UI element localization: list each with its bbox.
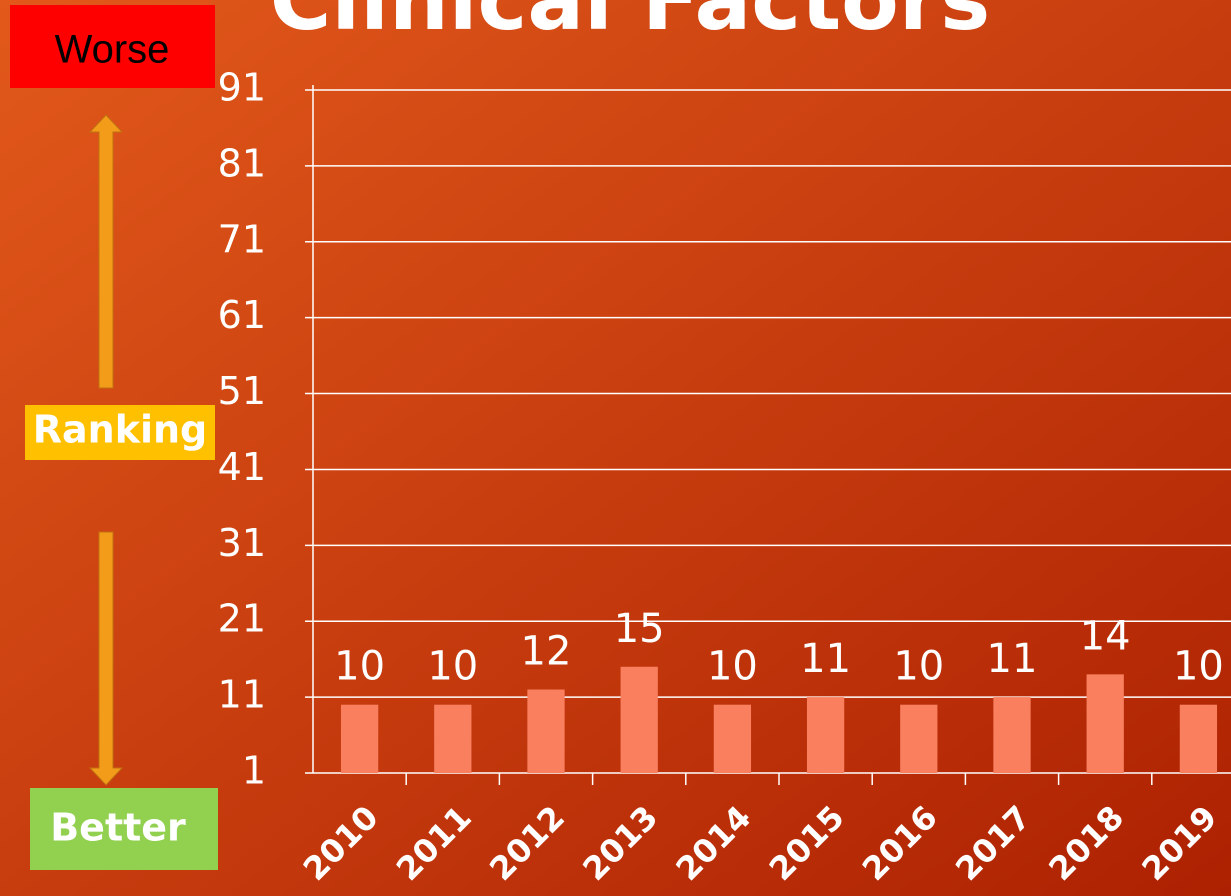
data-label: 10 <box>707 644 758 690</box>
y-tick-label: 21 <box>218 597 266 641</box>
y-tick-label: 51 <box>218 369 266 413</box>
bar <box>620 666 658 773</box>
data-label: 11 <box>987 636 1038 682</box>
data-label: 10 <box>427 644 478 690</box>
data-label: 15 <box>614 606 665 652</box>
y-tick-label: 71 <box>218 217 266 261</box>
ranking-label: Ranking <box>33 408 208 452</box>
down-arrow <box>88 531 124 786</box>
y-tick-label: 91 <box>218 66 266 110</box>
bar <box>713 704 752 773</box>
worse-label: Worse <box>55 28 170 72</box>
y-tick-label: 61 <box>218 293 266 337</box>
data-label: 14 <box>1080 613 1131 659</box>
data-label: 10 <box>893 644 944 690</box>
bar <box>993 697 1031 773</box>
better-label: Better <box>50 806 186 850</box>
bar <box>806 697 845 773</box>
worse-box <box>10 5 215 88</box>
y-tick-label: 31 <box>218 521 266 565</box>
y-tick-label: 1 <box>242 749 266 793</box>
bar <box>1179 704 1218 773</box>
data-label: 11 <box>800 636 851 682</box>
bar <box>434 704 472 773</box>
better-box <box>30 788 218 870</box>
bar <box>527 689 565 773</box>
up-arrow <box>88 114 124 389</box>
bar <box>1086 674 1124 773</box>
chart-title: Clinical Factors <box>270 0 991 49</box>
data-label: 10 <box>334 644 385 690</box>
bar <box>900 704 938 773</box>
data-label: 12 <box>521 629 572 675</box>
y-tick-label: 11 <box>218 673 266 717</box>
data-label: 10 <box>1173 644 1224 690</box>
y-tick-label: 81 <box>218 141 266 185</box>
ranking-box <box>25 405 215 460</box>
bar <box>340 704 379 773</box>
y-tick-label: 41 <box>218 445 266 489</box>
